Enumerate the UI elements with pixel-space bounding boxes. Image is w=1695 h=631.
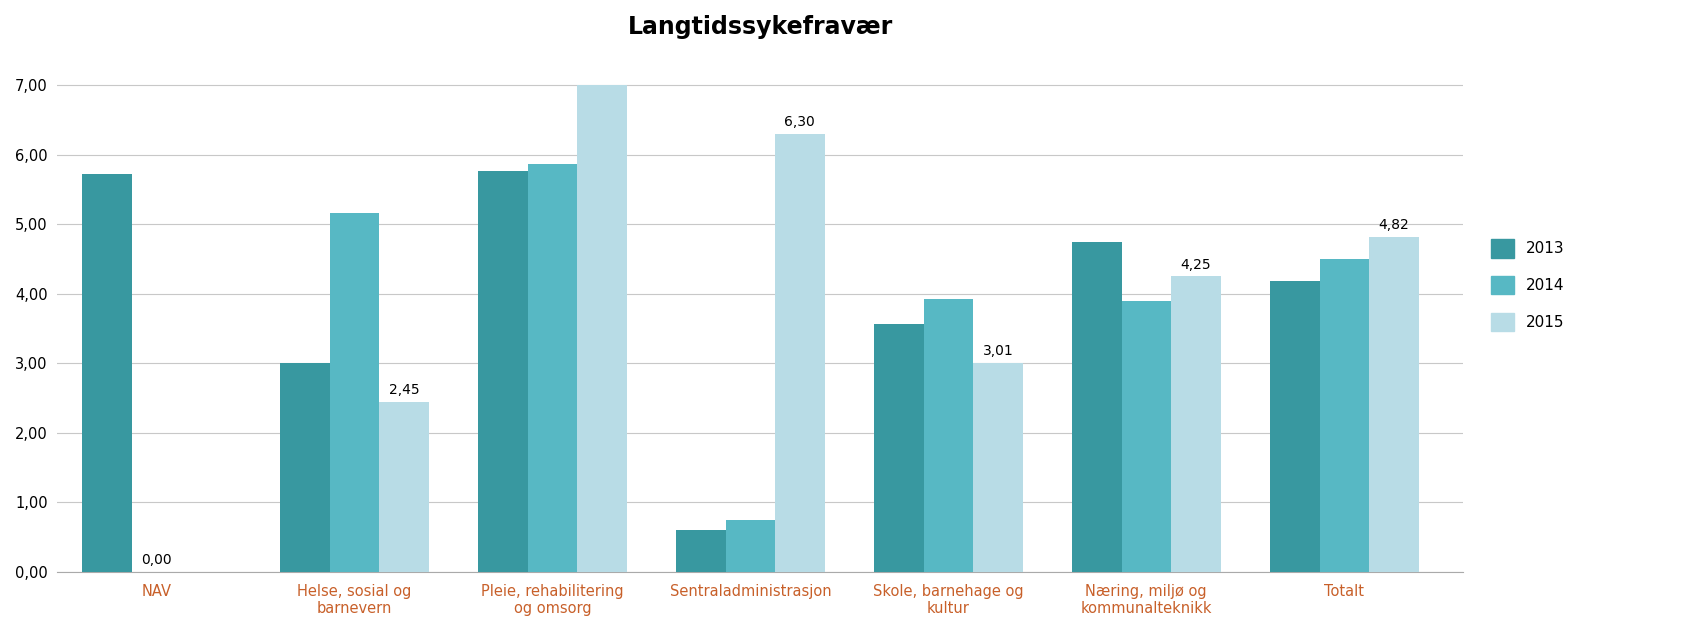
Text: 2,45: 2,45 — [388, 382, 419, 397]
Bar — [527, 164, 576, 572]
Bar — [973, 363, 1022, 572]
Title: Langtidssykefravær: Langtidssykefravær — [627, 15, 893, 39]
Text: 6,30: 6,30 — [785, 115, 815, 129]
Bar — [725, 520, 775, 572]
Bar — [1370, 237, 1419, 572]
Bar — [478, 171, 527, 572]
Bar — [576, 85, 627, 572]
Bar — [1122, 301, 1171, 572]
Bar — [775, 134, 824, 572]
Bar — [1071, 242, 1122, 572]
Bar — [1319, 259, 1370, 572]
Bar — [1270, 281, 1319, 572]
Bar — [676, 530, 725, 572]
Bar — [380, 401, 429, 572]
Text: 3,01: 3,01 — [983, 344, 1014, 358]
Bar — [924, 298, 973, 572]
Legend: 2013, 2014, 2015: 2013, 2014, 2015 — [1485, 233, 1571, 338]
Text: 4,25: 4,25 — [1180, 257, 1212, 271]
Bar — [331, 213, 380, 572]
Text: 0,00: 0,00 — [141, 553, 171, 567]
Text: 4,82: 4,82 — [1378, 218, 1409, 232]
Bar — [875, 324, 924, 572]
Bar — [280, 363, 331, 572]
Bar — [1171, 276, 1220, 572]
Bar — [83, 174, 132, 572]
